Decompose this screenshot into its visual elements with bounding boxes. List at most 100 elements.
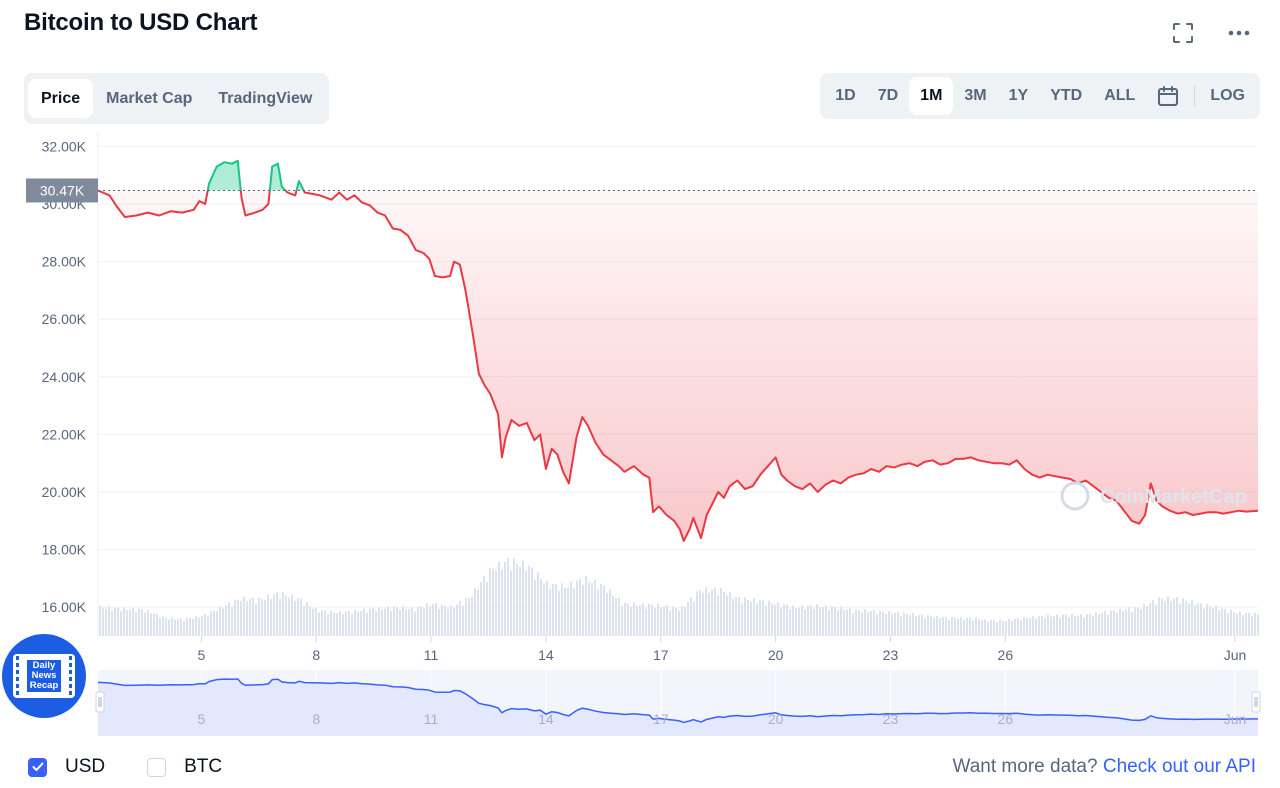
range-3m[interactable]: 3M [964,87,987,104]
x-tick-label: 26 [998,647,1014,663]
volume-bar [240,600,242,636]
volume-bar [285,595,287,636]
volume-bar [1056,614,1058,636]
volume-bar [933,617,935,636]
range-ytd[interactable]: YTD [1050,87,1083,104]
y-tick-label: 26.00K [42,311,87,327]
volume-bar [462,605,464,636]
volume-bar [807,605,809,636]
volume-bar [303,605,305,636]
volume-bar [828,609,830,636]
volume-bar [858,609,860,636]
volume-bar [771,603,773,636]
range-1d[interactable]: 1D [835,87,856,104]
volume-bar [489,567,491,636]
volume-bar [282,592,284,636]
volume-bar [984,619,986,636]
volume-bar [945,616,947,636]
volume-bar [357,611,359,636]
volume-bar [909,615,911,636]
volume-bar [894,613,896,636]
volume-bar [822,607,824,636]
volume-bar [189,618,191,636]
fullscreen-icon[interactable] [1170,20,1196,46]
volume-bar [1068,617,1070,636]
volume-bar [1107,614,1109,636]
volume-bar [1161,598,1163,636]
volume-bar [642,603,644,636]
volume-bar [405,609,407,636]
tab-tradingview[interactable]: TradingView [218,89,313,107]
x-tick-label: 11 [424,647,439,663]
reference-label-box [26,178,98,203]
volume-bar [765,605,767,636]
reference-line: 30.47K [26,178,1258,203]
volume-bar [1029,618,1031,636]
volume-bar [459,601,461,636]
volume-bar [219,606,221,636]
volume-bar [150,613,152,636]
volume-bar [519,566,521,636]
btc-checkbox[interactable] [147,757,167,777]
price-area-up [98,160,1258,191]
volume-bar [1179,603,1181,636]
volume-bar [1071,614,1073,636]
range-7d[interactable]: 7D [877,87,899,104]
volume-bar [972,620,974,636]
log-scale-toggle[interactable]: LOG [1210,87,1245,104]
volume-bar [504,561,506,636]
volume-bar [345,611,347,636]
price-chart[interactable]: 16.00K 18.00K 20.00K 22.00K 24.00K 26.00K 28.0… [0,130,1280,742]
volume-bar [672,606,674,636]
volume-bar [246,601,248,636]
volume-bar [228,602,230,636]
volume-bar [687,602,689,636]
volume-bar [336,613,338,636]
navigator-handle-right[interactable] [1251,691,1261,713]
volume-bar [606,593,608,636]
volume-bar [384,608,386,636]
volume-bar [231,607,233,636]
volume-bar [684,606,686,636]
tab-market-cap[interactable]: Market Cap [106,89,193,107]
volume-bar [1212,607,1214,636]
volume-bar [141,609,143,636]
volume-bar [870,611,872,636]
volume-bar [555,583,557,636]
volume-bar [1035,618,1037,636]
price-area-down [98,190,1258,541]
volume-bar [381,609,383,636]
range-navigator[interactable]: 5 8 11 14 17 20 23 26 Jun [95,670,1261,736]
navigator-handle-left[interactable] [95,691,105,713]
tab-price[interactable]: Price [28,79,94,118]
more-icon[interactable] [1226,20,1252,46]
volume-bar [612,595,614,636]
volume-bar [963,619,965,636]
volume-bar [693,601,695,636]
y-tick-label: 32.00K [42,138,87,154]
range-all[interactable]: ALL [1104,87,1136,104]
currency-toggles: USD BTC [28,756,264,778]
volume-bar [321,610,323,636]
volume-bar [531,567,533,636]
range-1m[interactable]: 1M [909,77,954,115]
volume-bar [552,583,554,636]
volume-bar [432,604,434,636]
range-1y[interactable]: 1Y [1008,87,1029,104]
volume-bar [678,610,680,636]
volume-bar [1119,608,1121,636]
volume-bar [99,605,101,636]
calendar-icon[interactable] [1146,77,1190,115]
api-link[interactable]: Check out our API [1102,756,1256,777]
volume-bar [501,569,503,636]
volume-bar [777,602,779,636]
volume-bar [795,608,797,636]
volume-bar [348,610,350,636]
usd-checkbox[interactable] [28,757,47,777]
volume-bar [834,606,836,636]
volume-bar [744,597,746,636]
volume-bar [138,608,140,636]
volume-bar [705,587,707,636]
volume-bar [1155,604,1157,636]
volume-bar [921,614,923,636]
